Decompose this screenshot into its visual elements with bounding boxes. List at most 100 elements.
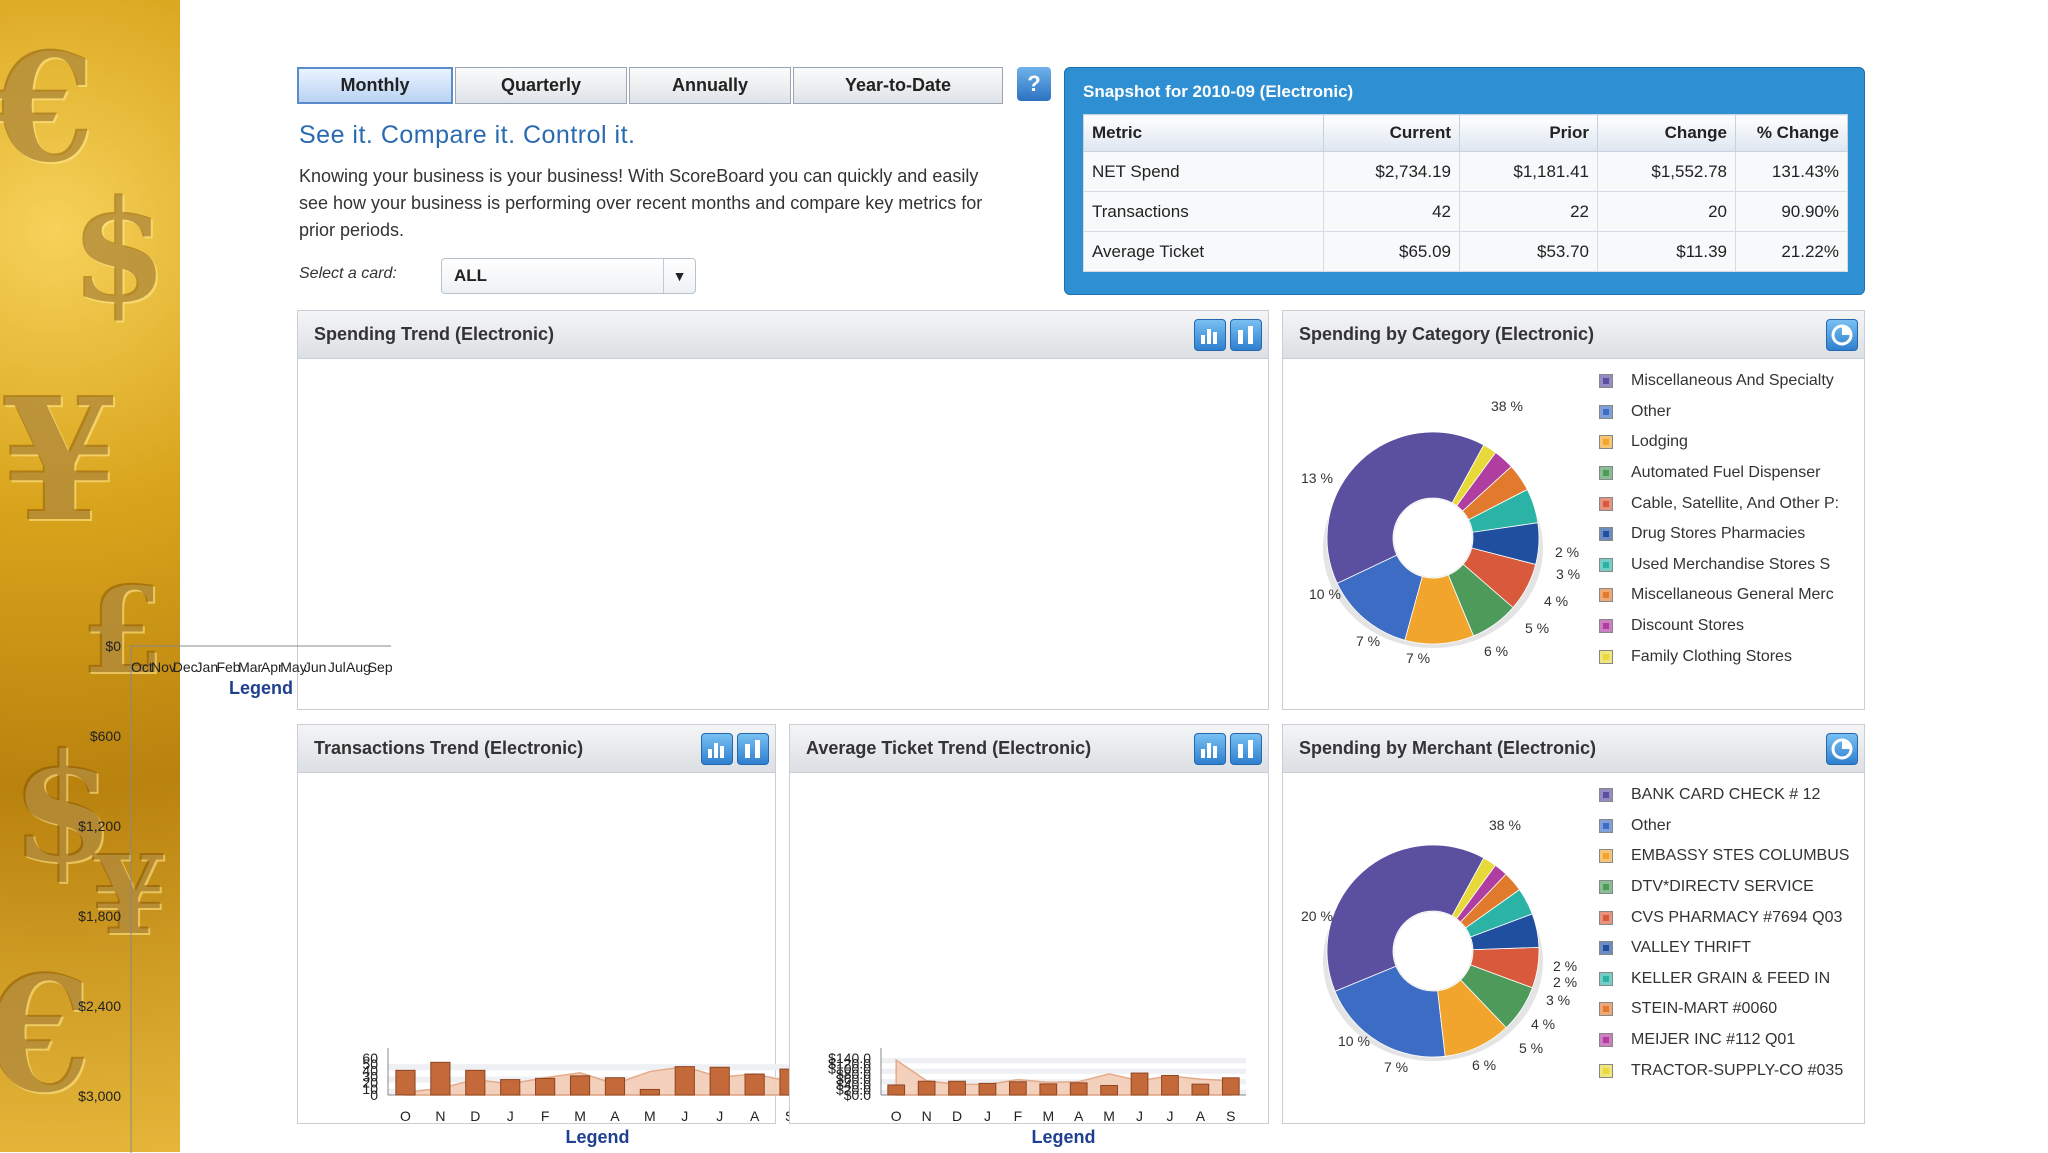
current-bar [465, 1069, 486, 1096]
x-tick-label: M [1103, 1108, 1115, 1124]
legend-label: STEIN-MART #0060 [1631, 1000, 1778, 1018]
tab-annually[interactable]: Annually [629, 67, 791, 104]
tab-year-to-date[interactable]: Year-to-Date [793, 67, 1003, 104]
legend-label: Automated Fuel Dispenser [1631, 464, 1821, 482]
x-tick-label: Apr [261, 659, 283, 675]
current-bar [1191, 1083, 1210, 1096]
table-cell: 42 [1323, 191, 1460, 232]
pie-value-label: 7 % [1384, 1059, 1408, 1075]
y-tick-label: 20 [362, 1075, 378, 1091]
bar-chart-icon[interactable] [701, 733, 733, 765]
y-tick-label: $40.0 [836, 1076, 871, 1092]
x-tick-label: N [922, 1108, 932, 1124]
pie-slice [1455, 864, 1507, 923]
help-button[interactable]: ? [1017, 67, 1051, 101]
current-bar [1069, 1082, 1088, 1096]
tab-quarterly[interactable]: Quarterly [455, 67, 627, 104]
grid-band [881, 1089, 1246, 1095]
legend-item: Discount Stores [1599, 611, 1861, 642]
legend-item: Drug Stores Pharmacies [1599, 519, 1861, 550]
panel-title: Average Ticket Trend (Electronic) [806, 738, 1092, 758]
legend-label: KELLER GRAIN & FEED IN [1631, 969, 1831, 987]
pie-value-label: 5 % [1519, 1040, 1543, 1056]
x-tick-label: J [716, 1108, 723, 1124]
x-tick-label: A [1196, 1108, 1206, 1124]
table-cell: $1,552.78 [1597, 151, 1736, 192]
legend-label: Used Merchandise Stores S [1631, 555, 1831, 573]
table-cell: Average Ticket [1083, 231, 1324, 272]
y-tick-label: $120.0 [828, 1055, 871, 1071]
pie-shadow [1323, 861, 1543, 1061]
pie-chart-icon[interactable] [1826, 733, 1858, 765]
panel-title: Spending by Merchant (Electronic) [1299, 738, 1597, 758]
pie-value-label: 7 % [1406, 650, 1430, 666]
x-tick-label: F [1014, 1108, 1023, 1124]
x-tick-label: S [1226, 1108, 1235, 1124]
pie-slice [1336, 554, 1423, 641]
legend-swatch [1599, 910, 1613, 925]
bar-chart-icon[interactable] [1194, 733, 1226, 765]
pie-slice [1451, 857, 1496, 920]
card-select-dropdown[interactable]: ALL ▼ [441, 258, 696, 294]
table-row: Transactions 42 22 20 90.90% [1083, 191, 1848, 232]
table-cell: 21.22% [1735, 231, 1848, 272]
current-bar [535, 1077, 556, 1096]
tab-monthly[interactable]: Monthly [297, 67, 453, 104]
x-tick-label: Mar [238, 659, 262, 675]
table-cell: Transactions [1083, 191, 1324, 232]
snapshot-title: Snapshot for 2010-09 (Electronic) [1083, 82, 1354, 101]
legend-label: Miscellaneous General Merc [1631, 586, 1834, 604]
category-legend: Miscellaneous And Specialty Other Lodging A… [1599, 366, 1861, 672]
pie-value-label: 4 % [1544, 593, 1568, 609]
legend-swatch [1599, 941, 1613, 956]
pie-value-label: 6 % [1484, 643, 1508, 659]
column-chart-icon[interactable] [1230, 319, 1262, 351]
current-bar [709, 1066, 730, 1096]
pie-slice [1404, 574, 1475, 645]
snapshot-table: Metric Current Prior Change % Change NET… [1083, 114, 1848, 272]
chevron-down-icon[interactable]: ▼ [663, 259, 695, 293]
legend-item: VALLEY THRIFT [1599, 933, 1861, 964]
pie-slice [1465, 889, 1533, 938]
page-headline: See it. Compare it. Control it. [299, 121, 636, 149]
table-cell: $53.70 [1459, 231, 1598, 272]
bar-chart-icon[interactable] [1194, 319, 1226, 351]
y-tick-label: 50 [362, 1056, 378, 1072]
column-header: Metric [1083, 114, 1324, 152]
legend-item: Used Merchandise Stores S [1599, 550, 1861, 581]
pie-shadow [1323, 448, 1543, 648]
legend-label: Legend [229, 678, 293, 698]
table-cell: $2,734.19 [1323, 151, 1460, 192]
x-tick-label: A [750, 1108, 760, 1124]
pie-value-label: 2 % [1553, 974, 1577, 990]
y-tick-label: $140.0 [828, 1050, 871, 1066]
y-tick-label: 10 [362, 1081, 378, 1097]
column-chart-icon[interactable] [1230, 733, 1262, 765]
legend-swatch [1599, 435, 1613, 450]
x-tick-label: Aug [346, 659, 371, 675]
column-chart-icon[interactable] [737, 733, 769, 765]
legend-label: Legend [565, 1127, 629, 1147]
pie-value-label: 20 % [1301, 908, 1333, 924]
legend-item: Other [1599, 397, 1861, 428]
current-bar [1161, 1074, 1179, 1096]
legend-label: CVS PHARMACY #7694 Q03 [1631, 908, 1843, 926]
pie-chart-icon[interactable] [1826, 319, 1858, 351]
x-tick-label: D [952, 1108, 962, 1124]
x-tick-label: Sep [368, 659, 393, 675]
legend-label: MEIJER INC #112 Q01 [1631, 1031, 1796, 1049]
table-cell: 131.43% [1735, 151, 1848, 192]
avg-ticket-trend-panel: Average Ticket Trend (Electronic) $0.0 $2… [789, 724, 1269, 1147]
current-bar [887, 1084, 906, 1096]
pie-slice [1471, 522, 1540, 565]
panel-header: Average Ticket Trend (Electronic) [790, 725, 1268, 773]
column-header: Current [1323, 114, 1460, 152]
pie-slice [1451, 444, 1497, 507]
current-bar [1039, 1083, 1058, 1096]
grid-band [881, 1068, 1246, 1074]
legend-item: Automated Fuel Dispenser [1599, 458, 1861, 489]
table-cell: NET Spend [1083, 151, 1324, 192]
y-tick-label: $80.0 [836, 1066, 871, 1082]
x-tick-label: D [470, 1108, 480, 1124]
pie-slice [1468, 488, 1539, 533]
